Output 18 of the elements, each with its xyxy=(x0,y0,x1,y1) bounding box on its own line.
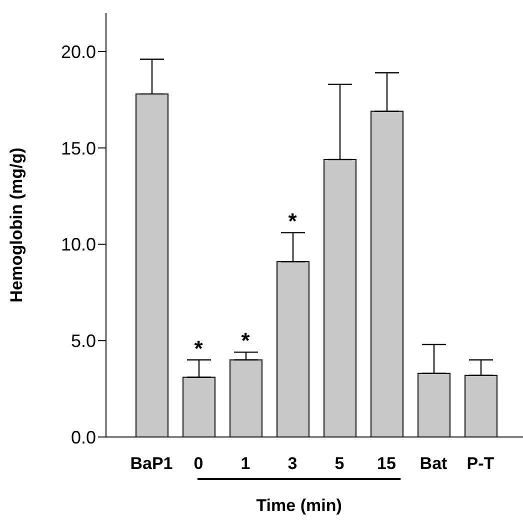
y-tick-label: 5.0 xyxy=(70,331,96,352)
y-axis-title: Hemoglobin (mg/g) xyxy=(7,148,26,302)
annotation: * xyxy=(288,208,298,234)
annotation: * xyxy=(194,336,204,361)
x-axis-title: Time (min) xyxy=(256,496,342,515)
x-tick-label: 0 xyxy=(194,454,204,474)
x-tick-label: BaP1 xyxy=(130,454,173,474)
y-tick-label: 10.0 xyxy=(60,234,96,255)
x-tick-label: 1 xyxy=(240,454,250,474)
x-tick-label: 15 xyxy=(377,454,396,474)
x-tick-label: 3 xyxy=(288,454,298,474)
x-tick-label: P-T xyxy=(466,454,495,474)
x-tick-label: Bat xyxy=(420,454,448,474)
x-tick-label: 5 xyxy=(334,454,344,474)
y-tick-label: 0.0 xyxy=(70,427,96,448)
annotation: * xyxy=(241,328,250,354)
y-tick-label: 20.0 xyxy=(60,42,96,62)
y-tick-label: 15.0 xyxy=(60,138,96,158)
